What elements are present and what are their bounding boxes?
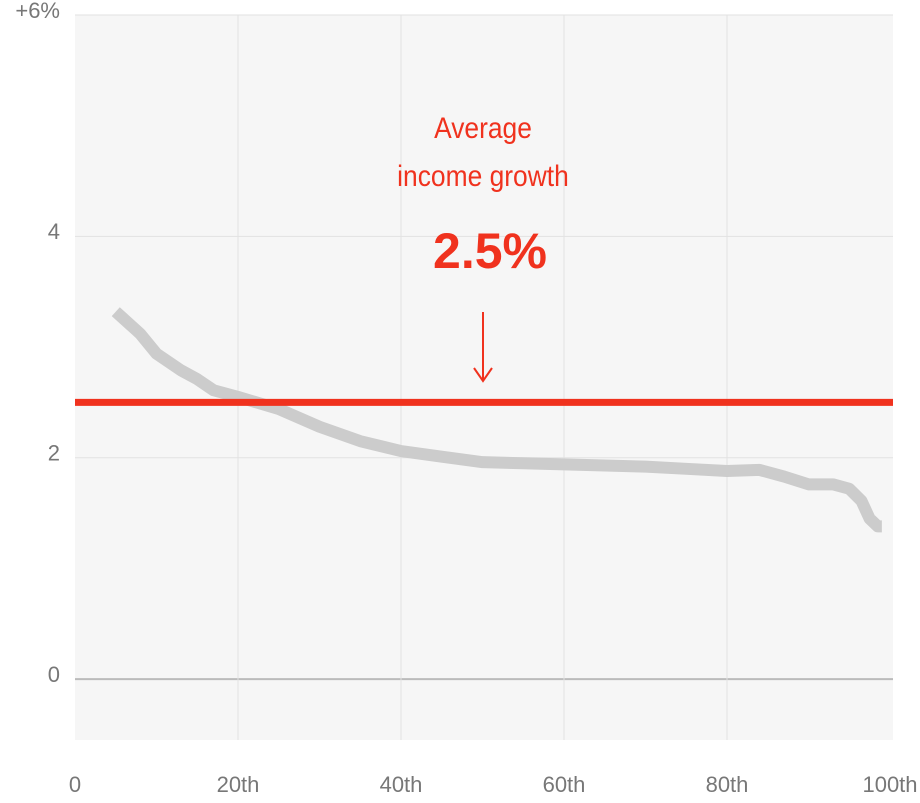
annotation-arrow — [473, 312, 493, 383]
x-tick-label: 60th — [543, 772, 586, 797]
x-tick-label: 80th — [706, 772, 749, 797]
data-line — [111, 307, 884, 533]
y-tick-label: 2 — [48, 441, 60, 466]
annotation-text: income growth — [397, 158, 569, 192]
x-tick-label: 100th — [862, 772, 917, 797]
x-tick-label: 40th — [380, 772, 423, 797]
y-tick-label: 0 — [48, 662, 60, 687]
x-tick-label: 0 — [69, 772, 81, 797]
y-tick-label: +6% — [15, 0, 60, 23]
average-label: 2.5% — [433, 223, 547, 279]
x-tick-label: 20th — [217, 772, 260, 797]
annotation-text: Average — [434, 110, 532, 144]
y-tick-label: 4 — [48, 219, 60, 244]
